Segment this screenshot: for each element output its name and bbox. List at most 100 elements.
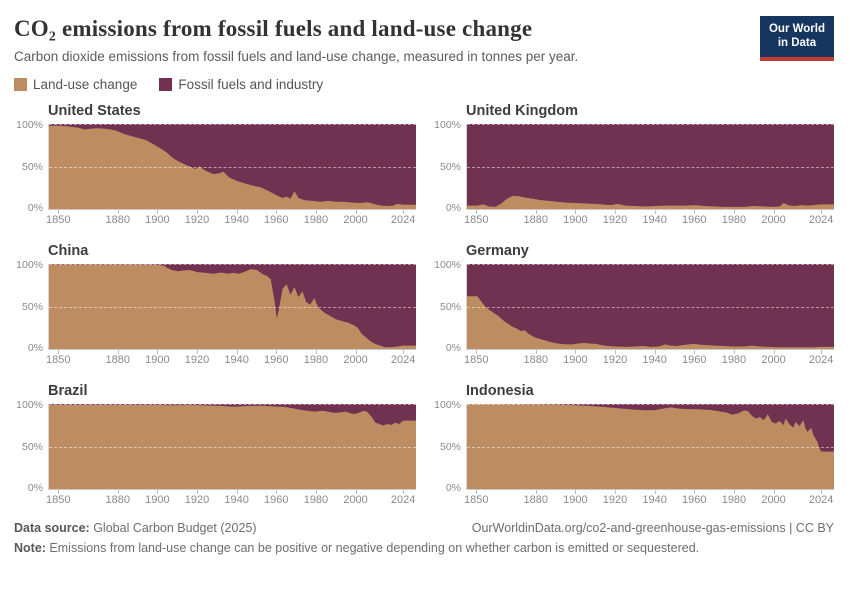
x-tick <box>476 350 478 354</box>
y-axis: 100% 50% 0% <box>432 119 466 214</box>
x-tick-label: 1920 <box>184 214 210 226</box>
x-tick-label: 1960 <box>682 494 707 506</box>
legend-label-land-use: Land-use change <box>33 77 138 92</box>
x-tick-label: 1940 <box>642 354 667 366</box>
stacked-area-svg <box>49 264 416 349</box>
x-tick <box>694 210 696 214</box>
x-tick-label: 1920 <box>184 494 210 506</box>
x-tick <box>315 490 317 494</box>
x-tick <box>535 350 537 354</box>
y-tick-label: 0% <box>445 202 461 214</box>
x-tick <box>197 350 199 354</box>
x-tick-label: 2024 <box>808 214 834 226</box>
x-tick-label: 1880 <box>523 214 549 226</box>
x-tick <box>236 210 238 214</box>
charts-grid: United States 100% 50% 0% 1850 1880 1900 19… <box>14 103 834 508</box>
legend-item-land-use: Land-use change <box>14 77 137 92</box>
x-tick-label: 1940 <box>224 494 249 506</box>
plot-area <box>48 404 416 490</box>
y-tick-label: 100% <box>16 399 43 411</box>
x-tick <box>476 490 478 494</box>
x-tick-label: 1980 <box>721 354 747 366</box>
plot-area <box>466 404 834 490</box>
owid-logo: Our World in Data <box>759 16 834 61</box>
x-tick <box>654 490 656 494</box>
x-tick-label: 1940 <box>642 214 667 226</box>
x-tick <box>236 490 238 494</box>
x-tick <box>355 350 357 354</box>
note-text: Emissions from land-use change can be po… <box>45 541 700 555</box>
x-tick-label: 1920 <box>602 214 628 226</box>
x-tick-label: 1920 <box>184 354 210 366</box>
x-tick-label: 1980 <box>303 354 329 366</box>
x-tick <box>575 350 577 354</box>
x-tick <box>276 210 278 214</box>
footer: Data source: Global Carbon Budget (2025)… <box>14 521 834 555</box>
x-tick-label: 1880 <box>523 354 549 366</box>
x-tick-label: 2000 <box>761 354 786 366</box>
data-source-text: Global Carbon Budget (2025) <box>89 521 257 535</box>
x-tick-label: 1960 <box>264 494 289 506</box>
stacked-area-svg <box>467 404 834 489</box>
x-axis: 1850 1880 1900 1920 1940 1960 1980 2000 2024 <box>464 210 834 228</box>
x-tick <box>773 490 775 494</box>
logo-line-2: in Data <box>777 37 817 50</box>
x-tick-label: 2024 <box>808 494 834 506</box>
x-tick <box>157 350 159 354</box>
y-tick-label: 100% <box>434 399 461 411</box>
y-tick-label: 50% <box>439 441 461 453</box>
x-tick <box>773 350 775 354</box>
logo-line-1: Our World <box>768 23 825 35</box>
x-tick <box>276 350 278 354</box>
x-tick <box>355 210 357 214</box>
x-tick-label: 1850 <box>46 354 71 366</box>
y-axis: 100% 50% 0% <box>14 399 48 494</box>
x-tick-label: 1940 <box>224 214 249 226</box>
legend-swatch-fossil <box>159 78 173 91</box>
x-tick <box>315 350 317 354</box>
x-tick-label: 1940 <box>224 354 249 366</box>
chart-title: Indonesia <box>466 383 534 399</box>
x-tick-label: 1900 <box>145 494 170 506</box>
chart-cell-indonesia: Indonesia 100% 50% 0% 1850 1880 1900 1920 19… <box>432 383 834 508</box>
header-text: CO₂ emissions from fossil fuels and land… <box>14 14 578 64</box>
x-tick <box>236 350 238 354</box>
x-tick <box>615 490 617 494</box>
x-tick-label: 1960 <box>682 354 707 366</box>
chart-cell-germany: Germany 100% 50% 0% 1850 1880 1900 1920 1940… <box>432 243 834 368</box>
chart-title: United States <box>48 103 141 119</box>
y-axis: 100% 50% 0% <box>432 399 466 494</box>
chart-title: United Kingdom <box>466 103 578 119</box>
y-tick-label: 50% <box>21 301 43 313</box>
x-tick <box>58 490 60 494</box>
x-tick <box>694 490 696 494</box>
x-tick-label: 1880 <box>105 494 131 506</box>
legend-item-fossil: Fossil fuels and industry <box>159 77 323 92</box>
x-tick-label: 1980 <box>303 214 329 226</box>
x-tick-label: 1900 <box>563 354 588 366</box>
x-tick-label: 1900 <box>145 214 170 226</box>
y-tick-label: 100% <box>434 259 461 271</box>
data-source-label: Data source: <box>14 521 90 535</box>
x-tick <box>535 490 537 494</box>
x-tick <box>733 210 735 214</box>
x-tick-label: 1900 <box>563 494 588 506</box>
x-tick <box>117 490 119 494</box>
x-tick-label: 1960 <box>682 214 707 226</box>
x-tick <box>355 490 357 494</box>
y-tick-label: 50% <box>439 301 461 313</box>
x-tick <box>654 210 656 214</box>
header: CO₂ emissions from fossil fuels and land… <box>14 14 834 64</box>
x-axis: 1850 1880 1900 1920 1940 1960 1980 2000 2024 <box>464 490 834 508</box>
x-tick <box>157 490 159 494</box>
plot-area <box>466 124 834 210</box>
stacked-area-svg <box>467 124 834 209</box>
x-tick-label: 1900 <box>563 214 588 226</box>
chart-cell-united-states: United States 100% 50% 0% 1850 1880 1900 19… <box>14 103 416 228</box>
x-tick-label: 2024 <box>390 494 416 506</box>
x-tick <box>157 210 159 214</box>
y-tick-label: 50% <box>21 161 43 173</box>
stacked-area-svg <box>467 264 834 349</box>
x-tick <box>117 350 119 354</box>
